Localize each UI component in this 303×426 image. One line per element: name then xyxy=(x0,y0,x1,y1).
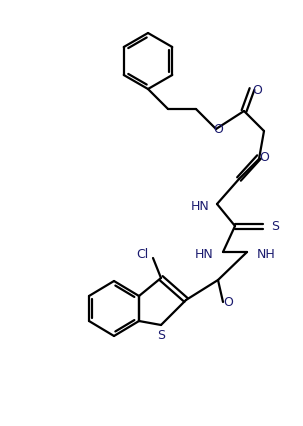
Text: HN: HN xyxy=(194,248,213,261)
Text: HN: HN xyxy=(190,200,209,213)
Text: S: S xyxy=(271,220,279,233)
Text: S: S xyxy=(157,329,165,342)
Text: NH: NH xyxy=(257,248,276,261)
Text: O: O xyxy=(213,123,223,136)
Text: O: O xyxy=(259,151,269,164)
Text: O: O xyxy=(252,83,262,96)
Text: O: O xyxy=(223,296,233,309)
Text: Cl: Cl xyxy=(136,247,148,260)
